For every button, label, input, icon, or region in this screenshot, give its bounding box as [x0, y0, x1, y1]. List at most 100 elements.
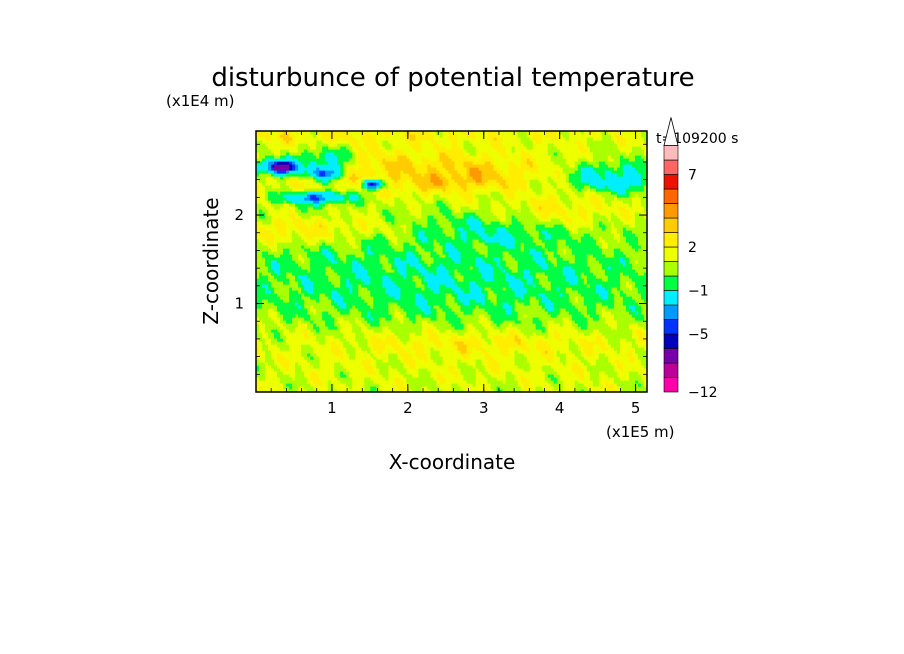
field-cell [328, 281, 332, 285]
field-cell [472, 314, 477, 318]
field-cell [586, 374, 591, 378]
field-cell [325, 374, 329, 378]
field-cell [322, 356, 326, 360]
field-cell [610, 338, 615, 342]
field-cell [553, 344, 558, 348]
field-cell [370, 335, 374, 339]
field-cell [553, 356, 558, 360]
field-cell [271, 308, 275, 312]
field-cell [502, 365, 507, 369]
field-cell [577, 287, 582, 291]
field-cell [379, 299, 383, 303]
field-cell [562, 377, 567, 381]
field-cell [421, 365, 426, 369]
field-cell [394, 329, 398, 333]
field-cell [451, 332, 456, 336]
field-cell [352, 281, 356, 285]
field-cell [277, 368, 281, 372]
field-cell [304, 317, 308, 321]
field-cell [475, 323, 480, 327]
field-cell [481, 320, 486, 324]
field-cell [481, 344, 486, 348]
field-cell [643, 320, 647, 324]
field-cell [403, 338, 407, 342]
field-cell [577, 305, 582, 309]
field-cell [520, 362, 525, 366]
field-cell [361, 314, 365, 318]
field-cell [493, 386, 498, 390]
field-cell [622, 308, 627, 312]
field-cell [517, 359, 522, 363]
field-cell [427, 350, 432, 354]
field-cell [355, 311, 359, 315]
field-cell [259, 356, 263, 360]
field-cell [334, 359, 338, 363]
field-cell [409, 365, 413, 369]
field-cell [304, 332, 308, 336]
field-cell [436, 383, 441, 387]
field-cell [487, 335, 492, 339]
field-cell [259, 287, 263, 291]
field-cell [436, 281, 441, 285]
field-cell [598, 371, 603, 375]
field-cell [556, 377, 561, 381]
field-cell [451, 380, 456, 384]
field-cell [373, 320, 377, 324]
field-cell [505, 278, 510, 282]
field-cell [271, 383, 275, 387]
field-cell [610, 284, 615, 288]
field-cell [271, 293, 275, 297]
field-cell [424, 353, 429, 357]
field-cell [457, 341, 462, 345]
field-cell [442, 299, 447, 303]
field-cell [502, 308, 507, 312]
field-cell [319, 308, 323, 312]
field-cell [595, 368, 600, 372]
field-cell [565, 350, 570, 354]
field-cell [304, 374, 308, 378]
field-cell [568, 371, 573, 375]
field-cell [442, 383, 447, 387]
field-cell [352, 362, 356, 366]
field-cell [535, 329, 540, 333]
field-cell [271, 278, 275, 282]
field-cell [352, 371, 356, 375]
field-cell [436, 305, 441, 309]
field-cell [643, 341, 647, 345]
field-cell [568, 305, 573, 309]
field-cell [619, 308, 624, 312]
field-cell [481, 335, 486, 339]
field-cell [643, 296, 647, 300]
field-cell [496, 320, 501, 324]
field-cell [322, 353, 326, 357]
field-cell [283, 293, 287, 297]
field-cell [529, 335, 534, 339]
field-cell [616, 377, 621, 381]
field-cell [295, 371, 299, 375]
field-cell [355, 386, 359, 390]
field-cell [550, 359, 555, 363]
field-cell [295, 296, 299, 300]
field-cell [598, 338, 603, 342]
field-cell [265, 287, 269, 291]
field-cell [610, 353, 615, 357]
field-cell [613, 329, 618, 333]
field-cell [289, 356, 293, 360]
field-cell [262, 284, 266, 288]
field-cell [256, 341, 260, 345]
field-cell [424, 389, 429, 392]
field-cell [580, 317, 585, 321]
field-cell [469, 329, 474, 333]
field-cell [265, 347, 269, 351]
field-cell [262, 332, 266, 336]
field-cell [568, 302, 573, 306]
field-cell [256, 350, 260, 354]
field-cell [451, 341, 456, 345]
field-cell [451, 305, 456, 309]
field-cell [262, 314, 266, 318]
field-cell [358, 386, 362, 390]
field-cell [634, 302, 639, 306]
field-cell [544, 296, 549, 300]
field-cell [409, 308, 413, 312]
field-cell [604, 350, 609, 354]
